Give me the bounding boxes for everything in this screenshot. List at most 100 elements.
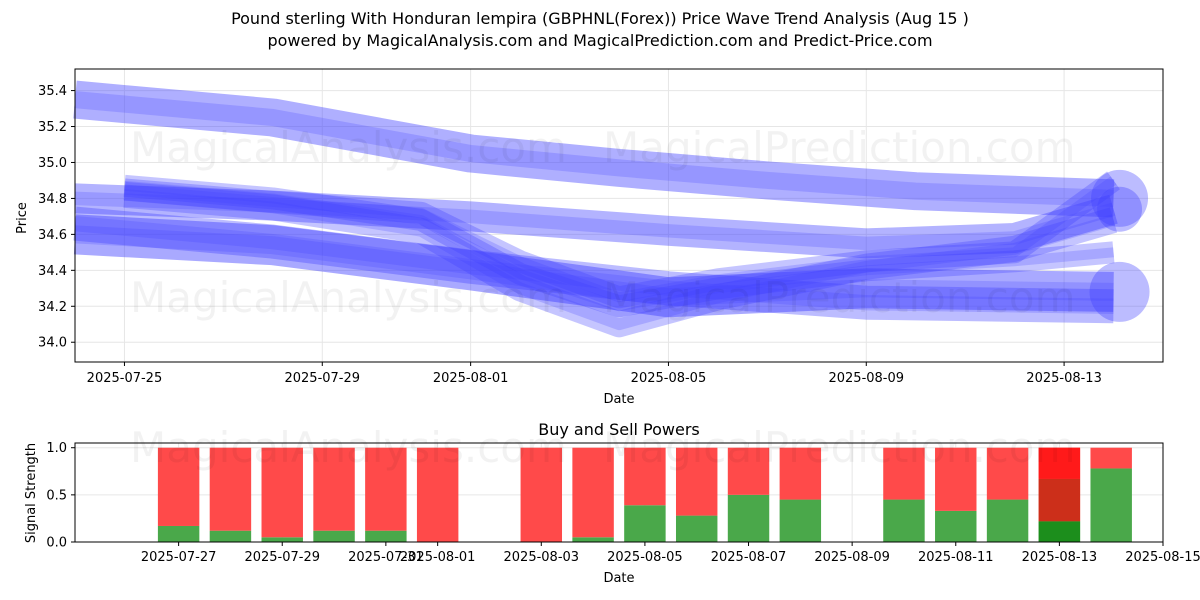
- price-x-tick-label: 2025-08-05: [631, 371, 707, 386]
- price-y-tick-label: 34.6: [38, 228, 67, 243]
- sell-bar: [313, 447, 355, 531]
- wave-band: [123, 174, 1115, 318]
- watermark-3: MagicalAnalysis.com: [130, 273, 567, 322]
- sell-bar-highlight: [1038, 478, 1081, 522]
- buy-bar: [157, 525, 200, 542]
- power-y-tick-label: 0.0: [46, 536, 67, 551]
- power-x-tick-label: 2025-08-03: [504, 550, 580, 565]
- wave-core: [124, 176, 1117, 303]
- buy-bar: [365, 530, 407, 542]
- power-x-tick-label: 2025-07-31: [348, 550, 424, 565]
- wave-series-2: [123, 174, 1115, 318]
- wave-endpoint: [1091, 169, 1149, 227]
- wave-band: [123, 181, 1118, 338]
- wave-core: [74, 91, 1114, 207]
- wave-band: [123, 171, 1120, 309]
- power-bar-group: [209, 447, 252, 542]
- buy-bar: [675, 515, 718, 542]
- chart-title-line-2: powered by MagicalAnalysis.com and Magic…: [267, 31, 933, 50]
- price-x-tick-label: 2025-08-01: [433, 371, 509, 386]
- buy-bar: [624, 505, 666, 542]
- wave-series-4: [123, 171, 1120, 309]
- wave-core: [74, 215, 1114, 314]
- price-y-tick-label: 34.2: [38, 300, 67, 315]
- sell-bar-highlight-top: [1038, 447, 1081, 479]
- buy-bar-highlight: [1038, 521, 1081, 542]
- power-bar-group: [261, 447, 303, 542]
- buy-bar: [209, 530, 252, 542]
- power-x-tick-label: 2025-08-05: [607, 550, 683, 565]
- wave-series-3: [123, 181, 1118, 338]
- price-y-tick-label: 35.4: [38, 84, 67, 99]
- wave-core: [124, 188, 1116, 331]
- watermark-2: MagicalPrediction.com: [603, 123, 1076, 172]
- price-ticks: 2025-07-25 2025-07-29 2025-08-01 2025-08-05…: [38, 84, 1102, 386]
- watermarks-bottom: MagicalAnalysis.com MagicalPrediction.co…: [130, 423, 1076, 472]
- watermarks-top: MagicalAnalysis.com MagicalPrediction.co…: [130, 123, 1076, 322]
- power-bars: [157, 447, 1132, 542]
- price-y-tick-label: 34.8: [38, 192, 67, 207]
- price-grid: [75, 69, 1163, 362]
- sell-bar: [157, 447, 200, 526]
- power-y-label: Signal Strength: [24, 443, 39, 543]
- buy-bar: [935, 510, 977, 542]
- power-x-tick-label: 2025-08-15: [1125, 550, 1200, 565]
- power-ticks: 2025-07-27 2025-07-29 2025-07-312025-08-01…: [46, 441, 1200, 565]
- price-x-tick-label: 2025-08-13: [1026, 371, 1102, 386]
- wave-band: [73, 206, 1114, 324]
- sell-bar: [986, 447, 1029, 500]
- sell-bar: [624, 447, 666, 506]
- power-bar-group: [572, 447, 614, 542]
- power-bar-group: [675, 447, 718, 542]
- buy-bar: [1090, 468, 1132, 542]
- sell-bar: [572, 447, 614, 538]
- price-y-label: Price: [15, 202, 30, 234]
- power-bar-group: [624, 447, 666, 542]
- sell-bar: [883, 447, 925, 500]
- chart-title-line-1: Pound sterling With Honduran lempira (GB…: [231, 9, 969, 28]
- power-x-tick-label: 2025-08-07: [711, 550, 787, 565]
- price-y-tick-label: 34.4: [38, 264, 67, 279]
- buy-bar: [572, 537, 614, 542]
- power-bar-group: [416, 447, 459, 542]
- wave-band: [73, 80, 1115, 218]
- power-axes-frame: [74, 442, 1164, 543]
- wave-endpoint: [1089, 261, 1150, 322]
- wave-band: [74, 183, 1118, 259]
- power-x-tick-label: 2025-08-01: [400, 550, 476, 565]
- buy-bar: [313, 530, 355, 542]
- watermark-4: MagicalPrediction.com: [603, 273, 1076, 322]
- power-x-tick-label: 2025-07-27: [141, 550, 217, 565]
- sell-bar: [1090, 447, 1132, 469]
- power-y-tick-label: 0.5: [46, 488, 67, 503]
- wave-series-6: [73, 214, 1150, 322]
- sell-bar: [727, 447, 770, 495]
- price-x-tick-label: 2025-08-09: [828, 371, 904, 386]
- price-y-tick-label: 34.0: [38, 336, 67, 351]
- sell-bar: [365, 447, 407, 531]
- power-bar-group: [779, 447, 822, 542]
- power-x-tick-label: 2025-08-11: [918, 550, 994, 565]
- power-bar-group: [935, 447, 977, 542]
- wave-series-5: [73, 206, 1114, 324]
- power-bar-group: [520, 447, 563, 542]
- highlight-bar-group: [1038, 447, 1081, 542]
- buy-bar: [779, 499, 822, 542]
- power-bar-group: [365, 447, 407, 542]
- wave-endpoint: [1097, 186, 1143, 232]
- sell-bar: [675, 447, 718, 516]
- sell-bar: [520, 447, 563, 542]
- power-bar-group: [986, 447, 1029, 542]
- power-x-tick-label: 2025-07-29: [244, 550, 320, 565]
- buy-bar: [883, 499, 925, 542]
- wave-core: [74, 191, 1116, 251]
- power-bar-group: [1090, 447, 1132, 542]
- wave-series-0: [73, 80, 1149, 227]
- power-x-tick-label: 2025-08-09: [814, 550, 890, 565]
- sell-bar: [209, 447, 252, 531]
- price-x-label: Date: [603, 392, 634, 407]
- buy-bar: [727, 494, 770, 542]
- price-axes-frame: [74, 68, 1164, 363]
- buy-bar: [986, 499, 1029, 542]
